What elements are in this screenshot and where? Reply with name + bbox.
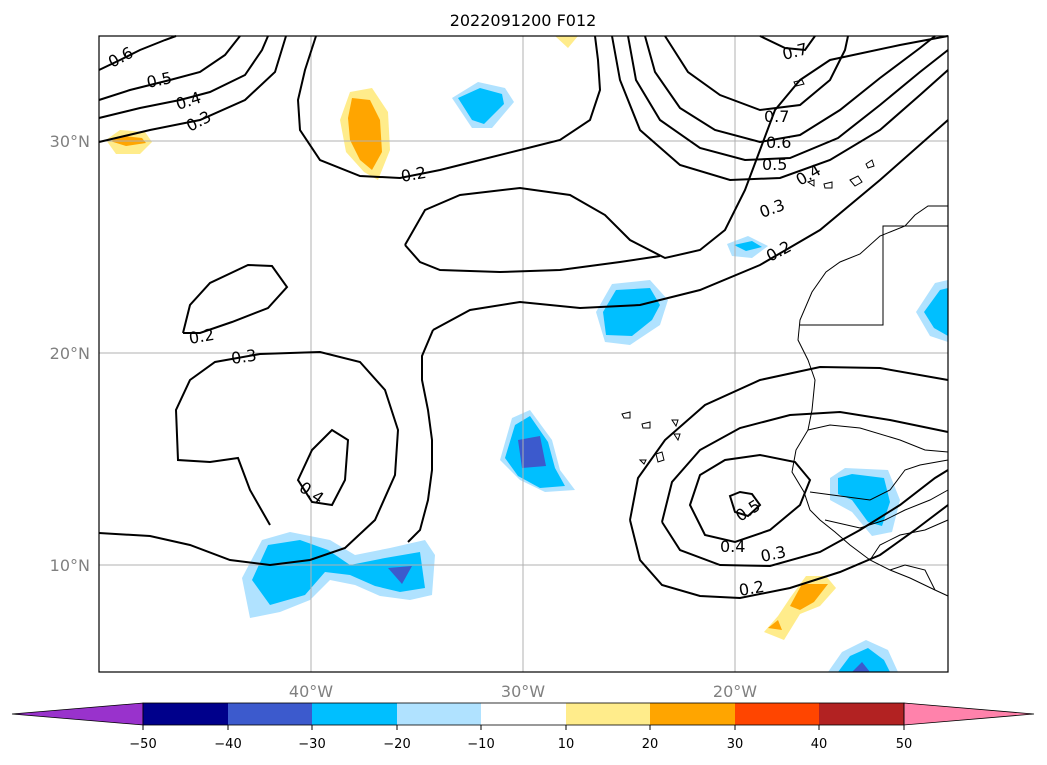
colorbar-segment: [481, 703, 566, 725]
contour-label: 0.3: [230, 346, 258, 368]
negative-anomaly-area: [252, 540, 425, 605]
canary-islands: [793, 79, 875, 189]
colorbar-segment: [312, 703, 397, 725]
negative-anomaly-area: [838, 648, 890, 672]
contour-line: [661, 469, 949, 568]
lat-label: 20°N: [50, 344, 90, 363]
map-frame: [98, 35, 949, 673]
contour-line: [661, 410, 949, 523]
colorbar-tick-label: −20: [383, 737, 410, 752]
colorbar-frame: [142, 702, 905, 726]
contour-label: 0.7: [764, 107, 789, 126]
gridlines: [99, 36, 948, 672]
contour-line: [728, 490, 762, 518]
colorbar-tick-label: −10: [467, 737, 494, 752]
colorbar-segment: [143, 703, 228, 725]
contour-line: [759, 35, 816, 52]
strong-negative-area: [388, 566, 412, 584]
contour-lines: [98, 35, 949, 600]
colorbar-segment: [735, 703, 819, 725]
colorbar-segment: [397, 703, 481, 725]
colorbar-tick-label: −40: [214, 737, 241, 752]
contour-label: 0.5: [145, 68, 174, 92]
contour-line: [432, 119, 949, 331]
country-border: [809, 459, 949, 501]
country-border: [824, 489, 949, 529]
contour-label: 0.6: [766, 133, 791, 152]
contour-line: [98, 35, 287, 143]
negative-anomaly-area: [734, 241, 762, 251]
contour-line: [98, 35, 177, 71]
contour-line: [644, 35, 936, 144]
contour-line: [182, 263, 289, 334]
contour-line: [404, 35, 949, 260]
colorbar-segment: [650, 703, 735, 725]
contour-line: [688, 453, 812, 544]
colorbar-tick-label: 30: [727, 737, 744, 752]
contour-label: 0.5: [762, 155, 787, 174]
longitude-labels: 40°W 30°W 20°W: [289, 682, 757, 701]
africa-coastline: [791, 205, 949, 597]
lon-label: 30°W: [501, 682, 545, 701]
positive-anomaly-area: [348, 98, 382, 170]
country-border: [800, 225, 948, 326]
contour-line: [629, 365, 949, 521]
colorbar-tick-label: −50: [129, 737, 156, 752]
colorbar-tick-label: 50: [896, 737, 913, 752]
negative-anomaly-area: [603, 288, 660, 336]
contour-label: 0.2: [187, 325, 215, 348]
lon-label: 20°W: [713, 682, 757, 701]
contour-label: 0.4: [720, 537, 745, 556]
colorbar-segment: [228, 703, 312, 725]
colorbar-tick-label: 20: [642, 737, 659, 752]
contour-label: 0.2: [399, 163, 427, 186]
positive-anomaly-area: [790, 584, 828, 610]
negative-anomaly-area: [924, 288, 948, 336]
colorbar-segment: [819, 703, 904, 725]
colorbar-tick-label: 10: [558, 737, 575, 752]
strong-negative-area: [852, 662, 870, 672]
shading-layer: [106, 36, 948, 672]
contour-line: [98, 35, 269, 119]
lon-label: 40°W: [289, 682, 333, 701]
lat-label: 10°N: [50, 556, 90, 575]
contour-line: [296, 428, 350, 507]
contour-line: [98, 35, 241, 101]
contour-label: 0.2: [737, 577, 765, 600]
contour-line: [407, 329, 434, 543]
map-title: 2022091200 F012: [450, 11, 597, 30]
contour-line: [404, 244, 661, 274]
contour-line: [296, 35, 602, 180]
lat-label: 30°N: [50, 132, 90, 151]
positive-anomaly-area: [555, 36, 578, 48]
positive-anomaly-area: [768, 620, 782, 630]
colorbar-tick-labels: −50 −40 −30 −20 −10 10 20 30 40 50: [129, 737, 912, 752]
map-panel: 0.6 0.5 0.4 0.3 0.2 0.7 0.7 0.6 0.5 0.4 …: [98, 35, 949, 673]
colorbar: −50 −40 −30 −20 −10 10 20 30 40 50: [11, 702, 1035, 752]
colorbar-extend-low: [11, 702, 144, 726]
colorbar-segment: [566, 703, 650, 725]
country-border: [807, 424, 949, 453]
contour-line: [627, 35, 949, 162]
contour-line: [629, 504, 949, 600]
colorbar-tick-label: −30: [298, 737, 325, 752]
colorbar-ticks: [142, 725, 905, 730]
latitude-labels: 30°N 20°N 10°N: [50, 132, 90, 575]
contour-line: [611, 35, 949, 182]
cape-verde-islands: [621, 411, 681, 465]
country-border: [869, 519, 949, 561]
coastlines: [621, 79, 949, 597]
colorbar-tick-label: 40: [811, 737, 828, 752]
colorbar-extend-high: [903, 702, 1035, 726]
strong-negative-area: [518, 436, 546, 468]
country-border: [889, 564, 936, 591]
contour-line: [98, 350, 400, 567]
negative-anomaly-area: [838, 474, 890, 526]
negative-anomaly-area: [458, 88, 504, 124]
contour-line: [664, 35, 849, 112]
contour-label: 0.3: [759, 542, 788, 566]
